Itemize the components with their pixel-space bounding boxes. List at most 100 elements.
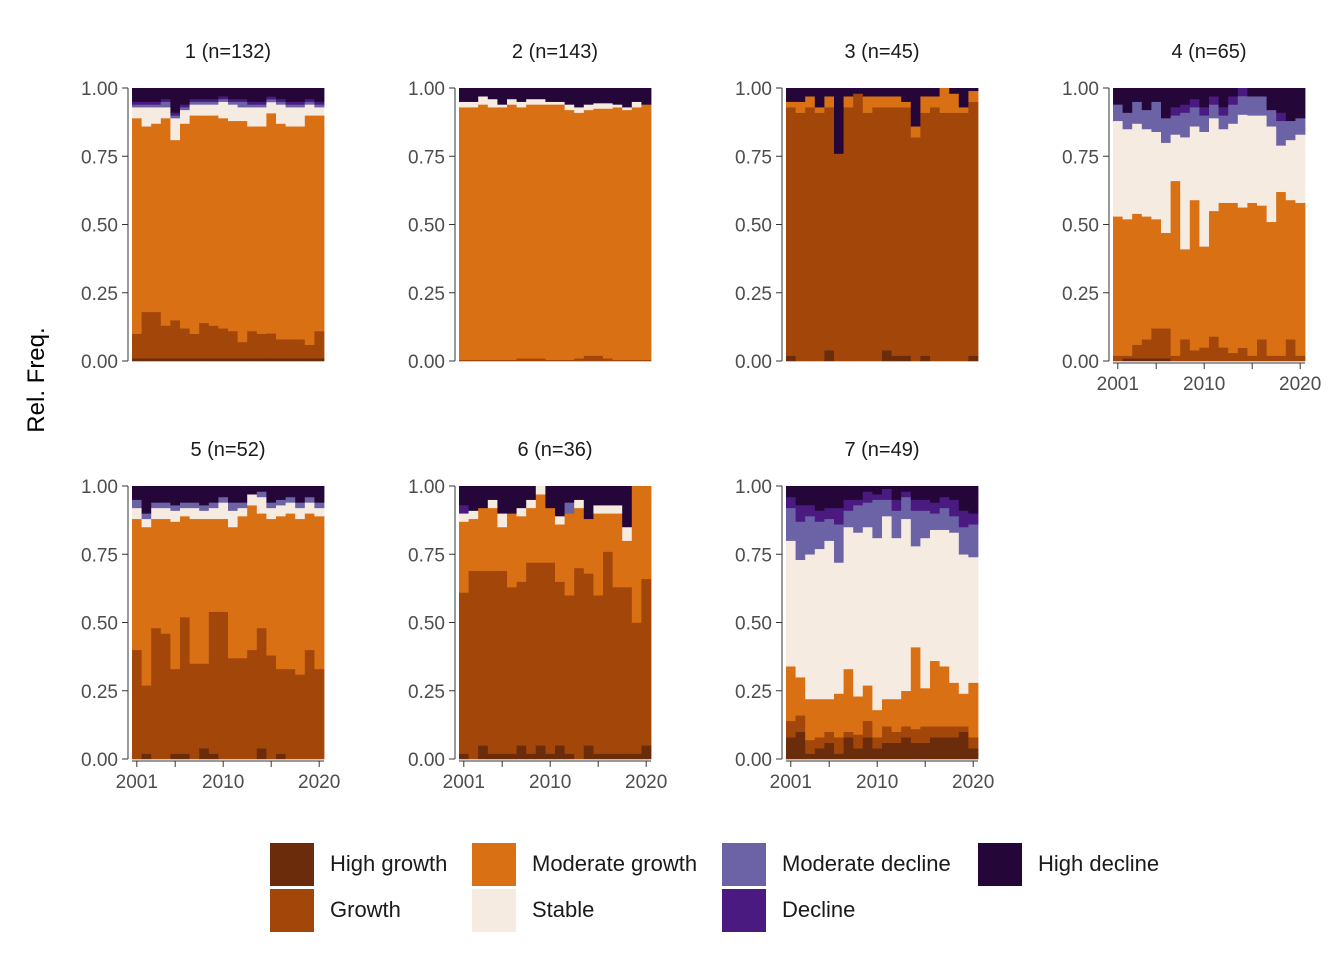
bar-segment-mg (199, 518, 210, 664)
bar-segment-dc (285, 101, 296, 105)
bar-segment-md (1161, 118, 1171, 143)
legend-item: Stable (472, 888, 594, 932)
bar-segment-gr (516, 358, 527, 362)
bar-segment-hd (564, 88, 575, 105)
bar-segment-mg (853, 696, 864, 735)
bar-segment-st (526, 499, 537, 509)
bar-segment-hg (208, 358, 219, 362)
bar-segment-gr (872, 107, 883, 362)
bar-segment-hg (901, 355, 912, 362)
bar-segment-gr (834, 153, 844, 362)
bar-segment-mg (545, 104, 556, 360)
bar-segment-mg (507, 513, 517, 588)
bar-segment-md (218, 496, 229, 503)
bar-segment-hd (151, 486, 162, 503)
facet-panel-6: 6 (n=36) 0.00 0.25 0.50 0.75 1.00 2001 2010 2020 (408, 439, 667, 793)
bar-segment-mg (824, 96, 835, 108)
bar-segment-gr (1141, 339, 1152, 359)
bar-segment-st (910, 546, 921, 648)
bar-segment-gr (910, 728, 921, 743)
bar-segment-gr (208, 611, 219, 754)
bar-segment-hg (583, 745, 594, 760)
bar-segment-st (160, 107, 171, 119)
bar-segment-hd (180, 88, 190, 105)
bar-segment-mg (930, 660, 940, 727)
bar-segment-md (141, 513, 152, 520)
bar-segment-mg (314, 115, 325, 332)
bar-segment-gr (910, 137, 921, 362)
bar-segment-hd (1209, 88, 1219, 97)
bar-segment-st (1209, 118, 1219, 212)
bar-segment-hd (141, 486, 152, 514)
bar-segment-gr (1189, 350, 1200, 362)
bar-segment-mg (1113, 216, 1123, 356)
bar-segment-hd (1257, 88, 1267, 97)
bar-segment-hd (853, 486, 864, 500)
bar-segment-st (1141, 128, 1152, 217)
bar-segment-md (910, 510, 921, 547)
bar-segment-hg (507, 753, 517, 760)
bar-segment-hd (814, 88, 825, 108)
bar-segment-md (1170, 115, 1181, 135)
bar-segment-st (497, 513, 508, 528)
legend-item: Decline (722, 888, 855, 932)
bar-segment-mg (891, 698, 902, 732)
bar-segment-dc (132, 101, 142, 105)
bar-segment-mg (622, 540, 633, 588)
bar-segment-dc (930, 502, 940, 514)
y-tick-label: 0.25 (735, 284, 772, 305)
bar-segment-mg (160, 518, 171, 634)
bar-segment-st (468, 101, 479, 108)
bar-segment-hg (237, 358, 248, 362)
bar-segment-hg (256, 358, 267, 362)
bar-segment-md (1132, 101, 1143, 124)
bar-segment-hg (641, 745, 652, 760)
bar-segment-gr (1122, 355, 1133, 359)
bar-segment-mg (593, 108, 604, 356)
bar-segment-st (266, 101, 277, 114)
bar-segment-st (266, 507, 277, 520)
bar-segment-st (834, 562, 844, 694)
bar-segment-hd (1276, 88, 1287, 113)
bar-segment-mg (958, 693, 969, 727)
bar-segment-md (256, 491, 267, 498)
bar-segment-mg (208, 518, 219, 612)
bar-segment-hd (132, 88, 142, 102)
bar-segment-hg (266, 358, 277, 362)
facet-panel-7: 7 (n=49) 0.00 0.25 0.50 0.75 1.00 2001 2010 2020 (735, 439, 994, 793)
bar-segment-hg (304, 358, 315, 362)
bar-segment-mg (497, 107, 508, 360)
legend-item: Moderate decline (722, 842, 951, 886)
bar-segment-mg (256, 513, 267, 629)
bar-segment-hd (805, 486, 816, 506)
bar-segment-hg (314, 358, 325, 362)
bar-segment-dc (882, 488, 892, 500)
bar-segment-hd (497, 88, 508, 105)
bar-segment-md (862, 502, 873, 528)
bar-segment-hd (824, 486, 835, 509)
facet-title: 3 (n=45) (844, 41, 919, 63)
bar-segment-md (132, 104, 142, 108)
bar-segment-st (276, 104, 286, 124)
y-tick-label: 1.00 (735, 477, 772, 498)
bar-segment-gr (1199, 347, 1210, 362)
bar-segment-st (526, 98, 537, 105)
bar-segment-dc (1209, 96, 1219, 105)
bar-segment-md (805, 516, 816, 555)
bar-segment-mg (189, 115, 200, 334)
bar-segment-dc (228, 98, 238, 102)
bar-segment-gr (795, 715, 806, 732)
bar-segment-dc (1218, 107, 1229, 116)
bar-segment-mg (949, 682, 960, 727)
bar-segment-hg (949, 737, 960, 760)
bar-segment-hd (641, 88, 652, 105)
bar-segment-gr (1113, 355, 1123, 362)
bar-segment-mg (1237, 207, 1248, 349)
bar-segment-gr (132, 649, 142, 760)
bar-segment-hd (882, 88, 892, 97)
bar-segment-hd (891, 486, 902, 500)
bar-segment-hd (208, 88, 219, 100)
bar-segment-md (1218, 115, 1229, 130)
bar-segment-st (958, 554, 969, 694)
bar-segment-dc (824, 507, 835, 520)
